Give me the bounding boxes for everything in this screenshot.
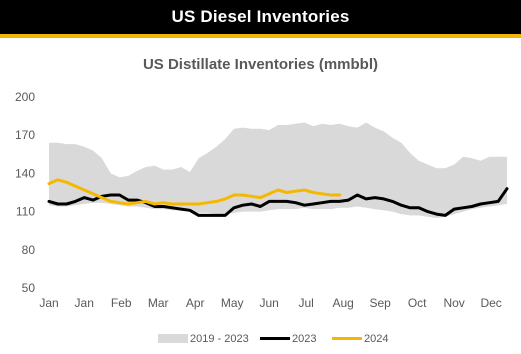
header-title: US Diesel Inventories <box>171 7 350 26</box>
legend-label: 2023 <box>292 333 316 345</box>
x-tick-label: Sep <box>369 296 391 310</box>
y-tick-label: 200 <box>15 90 35 104</box>
y-tick-label: 110 <box>16 205 35 219</box>
series-line-layer <box>47 178 509 217</box>
x-tick-label: Nov <box>443 296 464 310</box>
range-band-layer <box>49 122 507 218</box>
x-tick-label: Apr <box>186 296 205 310</box>
legend-swatch-band <box>158 334 188 343</box>
y-tick-label: 170 <box>15 128 35 142</box>
y-tick-label: 80 <box>22 243 36 257</box>
x-tick-label: Jan <box>75 296 94 310</box>
legend: 2019 - 2023 2023 2024 <box>158 333 388 345</box>
x-tick-label: Jul <box>299 296 314 310</box>
x-tick-label: Aug <box>332 296 353 310</box>
x-tick-label: Oct <box>408 296 427 310</box>
x-tick-label: Jan <box>39 296 58 310</box>
y-axis: 50 80 110 140 170 200 <box>15 90 35 295</box>
x-axis: Jan Jan Feb Mar Apr May Jun Jul Aug Sep Oct Nov Dec <box>39 296 501 310</box>
x-tick-label: May <box>221 296 244 310</box>
legend-label: 2019 - 2023 <box>190 333 249 345</box>
y-tick-label: 50 <box>22 281 36 295</box>
y-tick-label: 140 <box>15 166 35 180</box>
series-line-2024 <box>47 178 342 206</box>
series-band-2019-2023 <box>49 122 507 218</box>
chart-title: US Distillate Inventories (mmbbl) <box>142 56 379 73</box>
series-line-2023 <box>47 187 509 217</box>
x-tick-label: Mar <box>148 296 169 310</box>
x-tick-label: Dec <box>480 296 501 310</box>
legend-label: 2024 <box>364 333 388 345</box>
header-banner: US Diesel Inventories <box>0 0 521 38</box>
x-tick-label: Jun <box>260 296 279 310</box>
x-tick-label: Feb <box>111 296 132 310</box>
